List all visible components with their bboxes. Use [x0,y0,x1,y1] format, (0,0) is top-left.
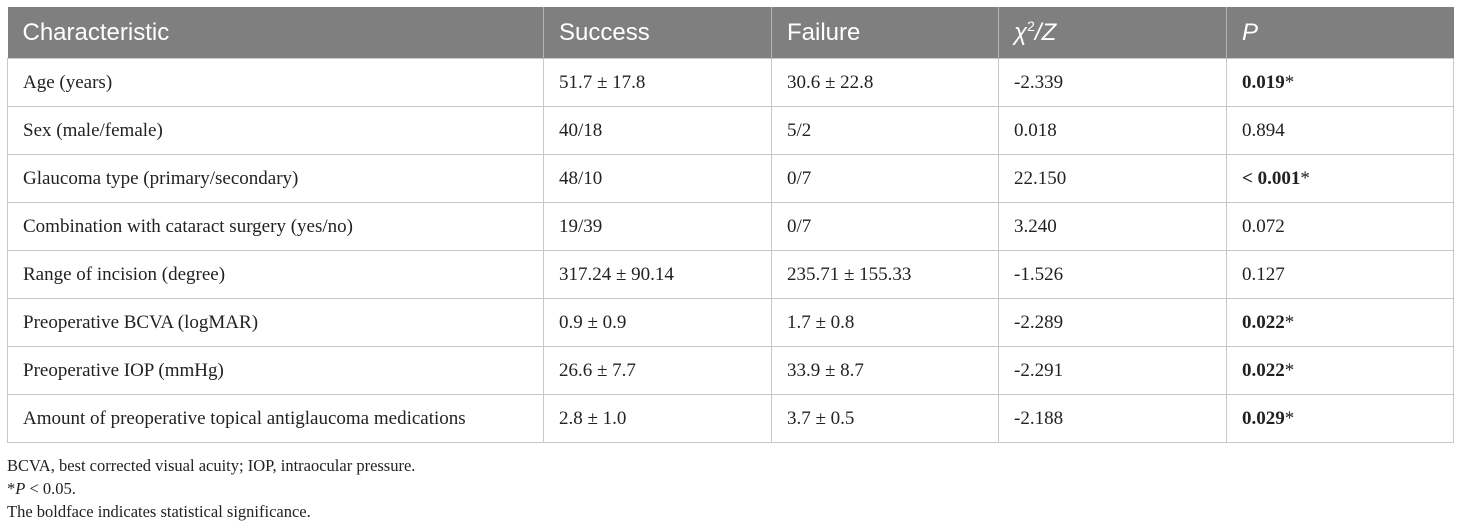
significance-mark: * [7,479,16,498]
significance-star: * [1284,407,1295,429]
significance-star: * [1284,311,1295,333]
success-cell: 51.7 ± 17.8 [543,58,772,107]
table-row: Combination with cataract surgery (yes/n… [7,202,1454,251]
success-cell: 40/18 [543,106,772,155]
p-value-cell: 0.894 [1226,106,1454,155]
p-value: 0.022 [1242,359,1285,381]
table-row: Glaucoma type (primary/secondary) 48/10 0/… [7,154,1454,203]
table-body: Age (years) 51.7 ± 17.8 30.6 ± 22.8 -2.339 0… [7,58,1454,443]
p-value: 0.072 [1242,215,1285,237]
success-cell: 26.6 ± 7.7 [543,346,772,395]
failure-cell: 1.7 ± 0.8 [771,298,999,347]
statistic-cell: 22.150 [998,154,1227,203]
p-value-cell: 0.127 [1226,250,1454,299]
significance-star: * [1284,359,1295,381]
column-header: Success [543,7,772,59]
failure-cell: 33.9 ± 8.7 [771,346,999,395]
p-value: 0.019 [1242,71,1285,93]
p-value-cell: 0.022* [1226,298,1454,347]
characteristic-cell: Combination with cataract surgery (yes/n… [7,202,544,251]
characteristic-cell: Sex (male/female) [7,106,544,155]
p-value-cell: 0.029* [1226,394,1454,443]
failure-cell: 0/7 [771,202,999,251]
failure-cell: 30.6 ± 22.8 [771,58,999,107]
p-value: 0.029 [1242,407,1285,429]
p-value-cell: 0.072 [1226,202,1454,251]
characteristic-cell: Amount of preoperative topical antiglauc… [7,394,544,443]
table-footnotes: BCVA, best corrected visual acuity; IOP,… [7,454,415,523]
results-table: Characteristic Success Failure χ2/Z P Age (y… [7,7,1454,443]
table-row: Range of incision (degree) 317.24 ± 90.14… [7,250,1454,299]
failure-cell: 3.7 ± 0.5 [771,394,999,443]
significance-p-symbol: P [15,479,26,498]
statistic-cell: -1.526 [998,250,1227,299]
failure-cell: 235.71 ± 155.33 [771,250,999,299]
table-row: Sex (male/female) 40/18 5/2 0.018 0.894 [7,106,1454,155]
results-table-container: Characteristic Success Failure χ2/Z P Age (y… [7,7,1454,443]
table-header: Characteristic Success Failure χ2/Z P [7,7,1454,59]
p-value: 0.894 [1242,119,1285,141]
characteristic-cell: Age (years) [7,58,544,107]
statistic-cell: -2.188 [998,394,1227,443]
table-row: Preoperative BCVA (logMAR) 0.9 ± 0.9 1.7 ±… [7,298,1454,347]
success-cell: 19/39 [543,202,772,251]
significance-star: * [1300,167,1310,189]
column-header: χ2/Z [998,7,1227,59]
characteristic-cell: Range of incision (degree) [7,250,544,299]
header-row: Characteristic Success Failure χ2/Z P [7,7,1454,59]
boldface-note: The boldface indicates statistical signi… [7,502,311,521]
table-row: Amount of preoperative topical antiglauc… [7,394,1454,443]
characteristic-cell: Preoperative IOP (mmHg) [7,346,544,395]
characteristic-cell: Preoperative BCVA (logMAR) [7,298,544,347]
column-header: P [1226,7,1454,59]
p-value-cell: 0.022* [1226,346,1454,395]
failure-cell: 0/7 [771,154,999,203]
table-row: Age (years) 51.7 ± 17.8 30.6 ± 22.8 -2.339 0… [7,58,1454,107]
p-value-cell: 0.019* [1226,58,1454,107]
column-header: Failure [771,7,999,59]
success-cell: 48/10 [543,154,772,203]
p-value: 0.127 [1242,263,1285,285]
failure-cell: 5/2 [771,106,999,155]
abbreviations-note: BCVA, best corrected visual acuity; IOP,… [7,456,416,475]
significance-star: * [1284,71,1295,93]
statistic-cell: -2.291 [998,346,1227,395]
p-value: < 0.001 [1242,167,1301,189]
success-cell: 2.8 ± 1.0 [543,394,772,443]
table-row: Preoperative IOP (mmHg) 26.6 ± 7.7 33.9 ± … [7,346,1454,395]
p-value-cell: < 0.001* [1226,154,1454,203]
significance-threshold: < 0.05. [25,479,76,498]
success-cell: 0.9 ± 0.9 [543,298,772,347]
statistic-cell: -2.289 [998,298,1227,347]
statistic-cell: -2.339 [998,58,1227,107]
significance-note: *P < 0.05. [7,477,415,500]
statistic-cell: 3.240 [998,202,1227,251]
p-value: 0.022 [1242,311,1285,333]
statistic-cell: 0.018 [998,106,1227,155]
success-cell: 317.24 ± 90.14 [543,250,772,299]
characteristic-cell: Glaucoma type (primary/secondary) [7,154,544,203]
column-header: Characteristic [7,7,544,59]
